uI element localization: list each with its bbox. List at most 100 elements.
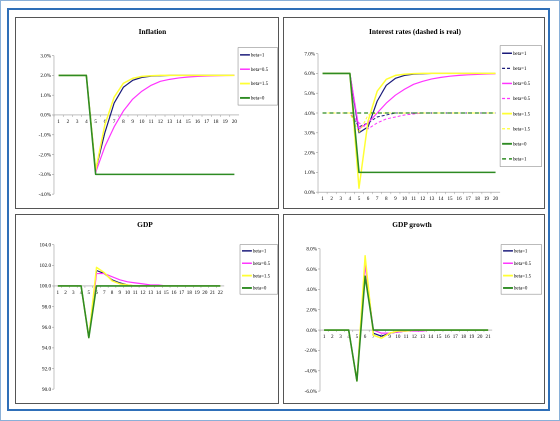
series-line (324, 264, 489, 382)
legend-box (237, 47, 278, 106)
x-tick-label: 10 (402, 196, 408, 202)
y-tick-label: 94.0 (42, 346, 51, 352)
x-tick-label: 10 (125, 290, 131, 296)
y-tick-label: 3.0% (40, 53, 51, 59)
x-tick-label: 7 (372, 334, 375, 340)
series-line (57, 266, 221, 339)
series-line (324, 255, 489, 382)
x-tick-label: 10 (395, 334, 401, 340)
y-tick-label: 5.0% (304, 91, 315, 97)
series-line (58, 74, 235, 176)
x-tick-label: 15 (186, 119, 192, 125)
y-tick-label: 4.0% (304, 111, 315, 117)
x-tick-label: 6 (367, 196, 370, 202)
x-tick-label: 17 (466, 196, 472, 202)
x-tick-label: 21 (486, 334, 492, 340)
chart-svg: Inflation 3.0% 2.0% 1.0% 0.0% -1.0% -2.0% -3.0%… (39, 27, 278, 198)
series-line (322, 112, 496, 130)
x-tick-label: 8 (385, 196, 388, 202)
legend-label: beta=0 (253, 287, 267, 292)
y-tick-label: 7.0% (304, 51, 315, 57)
chart-title: Interest rates (dashed is real) (369, 27, 461, 36)
x-tick-label: 8 (380, 334, 383, 340)
series-line (322, 72, 496, 134)
x-tick-label: 3 (72, 290, 75, 296)
x-tick-label: 11 (411, 196, 416, 202)
legend-label: beta=1 (513, 52, 527, 57)
y-tick-label: 100.0 (39, 284, 51, 290)
x-tick-label: 19 (469, 334, 475, 340)
x-tick-label: 18 (187, 290, 193, 296)
chart-title: GDP growth (392, 220, 432, 229)
series-line (57, 269, 221, 339)
y-tick-label: -6.0% (305, 389, 318, 395)
x-tick-label: 16 (171, 290, 177, 296)
series-line (322, 112, 496, 134)
y-tick-label: 0.0% (306, 328, 317, 334)
x-tick-label: 13 (148, 290, 154, 296)
series-line (324, 260, 489, 382)
legend: beta=1 beta=0.5 beta=1.5 beta=0 (500, 244, 542, 295)
legend-label: beta=0.5 (514, 262, 532, 267)
x-tick-label: 17 (179, 290, 185, 296)
x-tick-label: 4 (80, 290, 83, 296)
y-tick-label: -2.0% (305, 348, 318, 354)
x-tick-label: 2 (67, 119, 70, 125)
legend-label: beta=0 (514, 287, 528, 292)
x-tick-label: 9 (388, 334, 391, 340)
x-tick-label: 12 (412, 334, 418, 340)
x-tick-label: 7 (103, 290, 106, 296)
x-tick-label: 11 (404, 334, 409, 340)
x-tick-label: 12 (140, 290, 146, 296)
x-tick-label: 2 (64, 290, 67, 296)
series-line (57, 285, 221, 339)
x-tick-label: 12 (158, 119, 164, 125)
y-tick-label: 98.0 (42, 304, 51, 310)
legend-label: beta=1 (513, 158, 527, 163)
y-tick-label: 8.0% (306, 246, 317, 252)
x-tick-label: 14 (438, 196, 444, 202)
x-tick-label: 17 (453, 334, 459, 340)
legend-label: beta=0.5 (513, 82, 531, 87)
x-tick-label: 3 (76, 119, 79, 125)
x-tick-label: 22 (218, 290, 224, 296)
x-tick-label: 19 (484, 196, 490, 202)
y-tick-label: 4.0% (306, 287, 317, 293)
y-tick-label: -2.0% (39, 152, 52, 158)
legend-label: beta=1 (251, 54, 265, 59)
x-tick-label: 15 (447, 196, 453, 202)
x-tick-label: 2 (331, 334, 334, 340)
x-tick-label: 7 (376, 196, 379, 202)
x-tick-label: 4 (85, 119, 88, 125)
x-tick-label: 15 (436, 334, 442, 340)
x-tick-label: 19 (195, 290, 201, 296)
x-tick-label: 5 (356, 334, 359, 340)
x-tick-label: 14 (156, 290, 162, 296)
legend-label: beta=1.5 (514, 274, 532, 279)
x-tick-label: 1 (321, 196, 324, 202)
x-tick-label: 2 (330, 196, 333, 202)
x-tick-label: 4 (347, 334, 350, 340)
y-tick-label: -3.0% (39, 172, 52, 178)
y-tick-label: -4.0% (39, 192, 52, 198)
x-tick-label: 18 (461, 334, 467, 340)
x-tick-label: 6 (95, 290, 98, 296)
x-tick-label: 1 (323, 334, 326, 340)
x-tick-label: 13 (429, 196, 435, 202)
x-tick-label: 4 (349, 196, 352, 202)
x-tick-label: 8 (111, 290, 114, 296)
y-tick-label: -4.0% (305, 369, 318, 375)
x-tick-label: 20 (477, 334, 483, 340)
x-tick-label: 14 (428, 334, 434, 340)
y-tick-label: 1.0% (304, 170, 315, 176)
y-tick-label: 96.0 (42, 325, 51, 331)
x-tick-label: 5 (88, 290, 91, 296)
x-tick-label: 11 (149, 119, 154, 125)
x-tick-label: 3 (339, 334, 342, 340)
x-tick-label: 7 (113, 119, 116, 125)
y-tick-label: 0.0% (40, 113, 51, 119)
legend-label: beta=1 (253, 250, 267, 255)
x-tick-label: 3 (339, 196, 342, 202)
